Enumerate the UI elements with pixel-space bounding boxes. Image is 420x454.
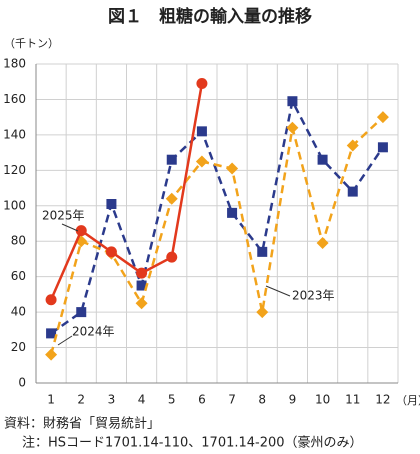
marker xyxy=(196,77,208,89)
x-tick-label: 3 xyxy=(108,393,116,407)
marker xyxy=(346,139,359,152)
marker xyxy=(286,121,299,134)
chart-title: 図１ 粗糖の輸入量の推移 xyxy=(108,6,312,27)
x-tick-label: 1 xyxy=(47,393,55,407)
x-tick-label: 10 xyxy=(315,393,330,407)
marker xyxy=(195,155,208,168)
y-tick-label: 40 xyxy=(11,305,26,319)
marker xyxy=(166,251,178,263)
marker xyxy=(135,297,148,310)
source: 資料：財務省「貿易統計」 xyxy=(4,416,160,432)
marker xyxy=(226,162,239,175)
marker xyxy=(165,192,178,205)
x-tick-label: 7 xyxy=(228,393,236,407)
marker xyxy=(106,199,117,210)
marker xyxy=(257,246,268,257)
x-tick-label: 8 xyxy=(258,393,266,407)
marker xyxy=(75,225,87,237)
series-label: 2023年 xyxy=(292,289,335,303)
marker xyxy=(105,246,117,258)
y-tick-label: 20 xyxy=(11,340,26,354)
marker xyxy=(317,154,328,165)
x-tick-label: 9 xyxy=(289,393,297,407)
y-tick-label: 120 xyxy=(3,163,26,177)
x-tick-label: 6 xyxy=(198,393,206,407)
marker xyxy=(45,348,58,361)
marker xyxy=(287,96,298,107)
marker xyxy=(45,294,57,306)
series-label: 2024年 xyxy=(72,325,115,339)
y-unit: （千トン） xyxy=(4,37,59,50)
series-label: 2025年 xyxy=(42,209,85,223)
marker xyxy=(376,111,389,124)
y-tick-label: 160 xyxy=(3,92,26,106)
marker xyxy=(46,328,57,339)
note: 注：HSコード1701.14-110、1701.14-200（豪州のみ） xyxy=(22,435,363,451)
x-tick-label: 11 xyxy=(345,393,360,407)
marker xyxy=(227,207,238,218)
annotation-line xyxy=(61,223,79,232)
x-tick-label: 2 xyxy=(77,393,85,407)
marker xyxy=(347,186,358,197)
annotation-line xyxy=(265,285,291,297)
annotation-line xyxy=(57,335,73,346)
marker xyxy=(166,154,177,165)
marker xyxy=(136,267,148,279)
y-tick-label: 100 xyxy=(3,198,26,212)
y-tick-label: 80 xyxy=(11,234,26,248)
series-line xyxy=(50,97,384,335)
y-tick-label: 140 xyxy=(3,127,26,141)
marker xyxy=(76,307,87,318)
x-tick-label: 5 xyxy=(168,393,176,407)
marker xyxy=(316,236,329,249)
x-tick-label: 4 xyxy=(138,393,146,407)
marker xyxy=(136,280,147,291)
y-tick-label: 180 xyxy=(3,57,26,71)
x-tick-label: 12 xyxy=(375,393,390,407)
series-line xyxy=(49,83,204,301)
y-tick-label: 0 xyxy=(18,376,26,390)
marker xyxy=(377,142,388,153)
marker xyxy=(196,126,207,137)
x-unit: （月） xyxy=(396,394,420,407)
marker xyxy=(256,306,269,319)
y-tick-label: 60 xyxy=(11,269,26,283)
